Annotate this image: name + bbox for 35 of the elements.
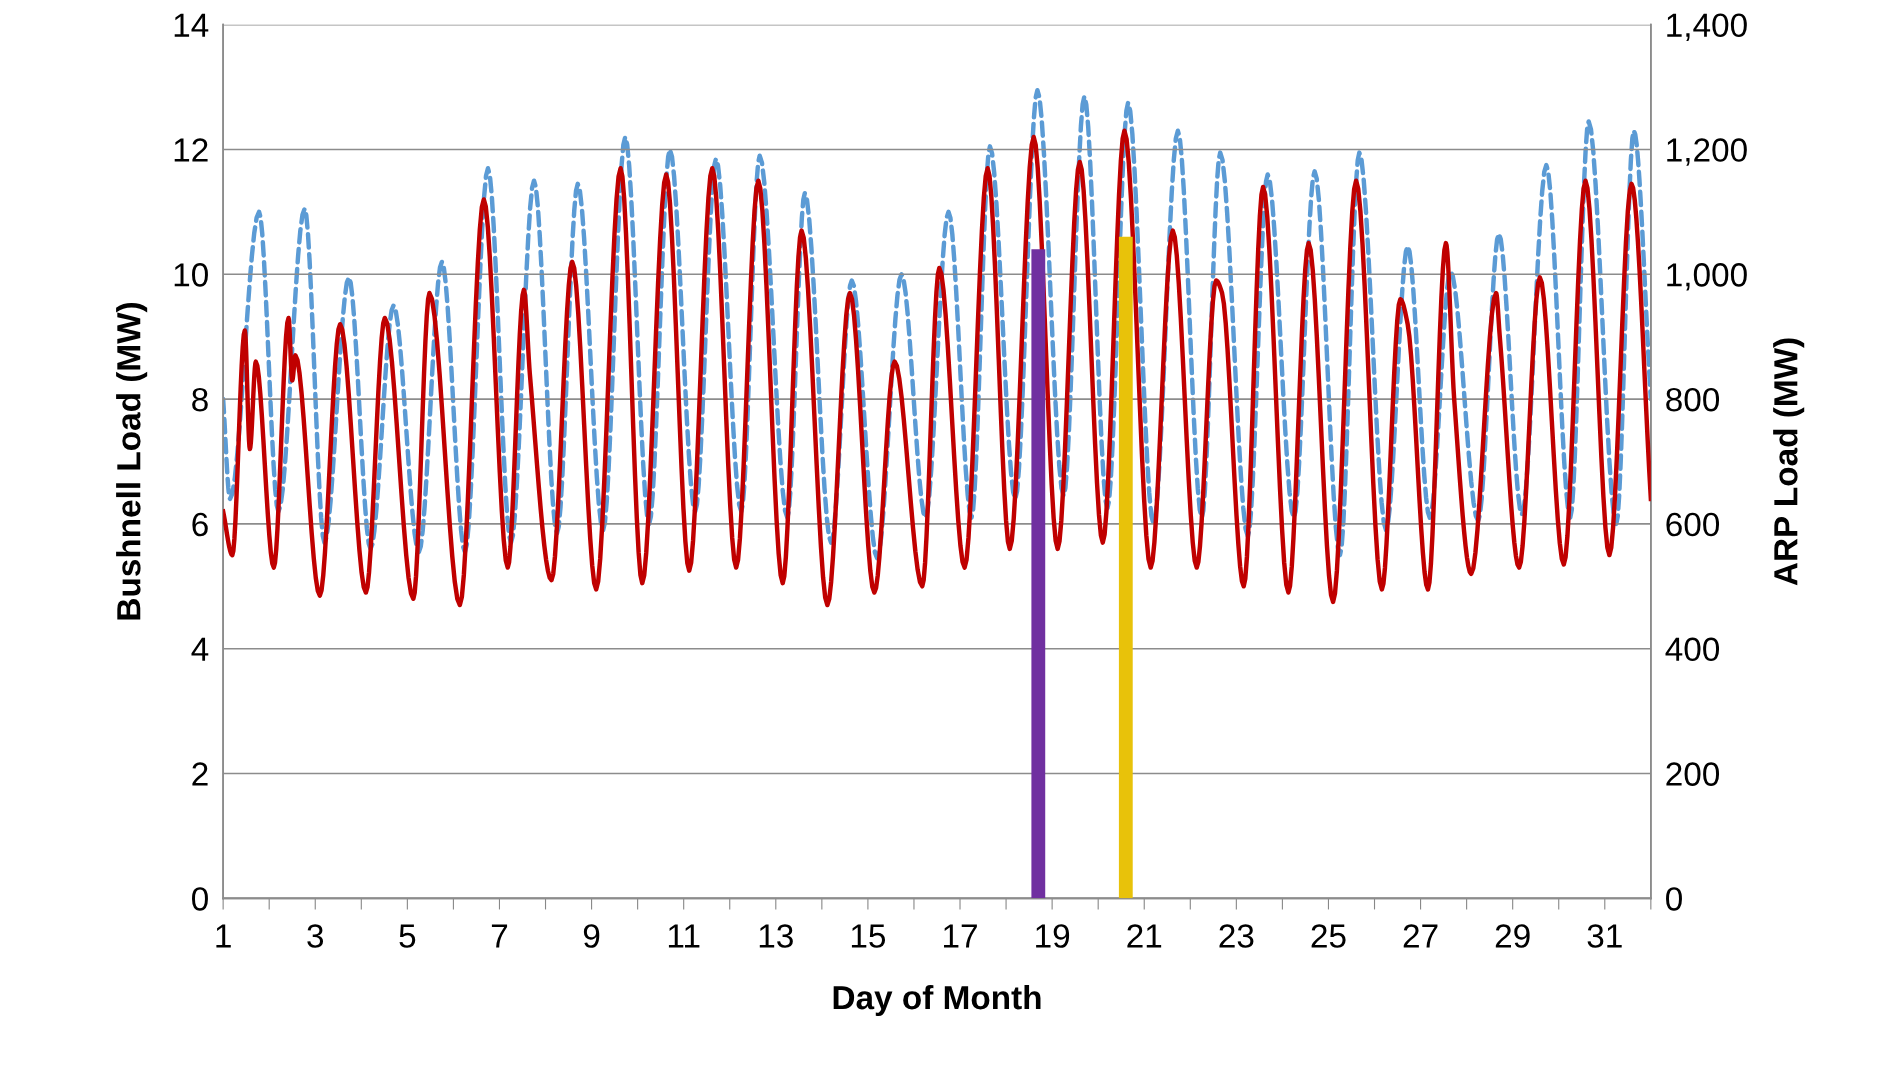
- x-tick-label: 5: [399, 924, 416, 948]
- y2-tick-label: 200: [1666, 762, 1720, 786]
- y-tick-label: 4: [191, 637, 209, 661]
- y-tick-label: 0: [192, 887, 208, 911]
- x-tick-label: 17: [944, 924, 977, 948]
- x-tick-label: 31: [1587, 924, 1622, 948]
- y-axis-title: Bushnell Load (MW): [116, 302, 148, 620]
- y2-tick-label: 1,200: [1667, 138, 1747, 166]
- y-tick-label: 14: [174, 13, 209, 37]
- y-tick-label: 6: [192, 512, 208, 537]
- x-tick-label: 21: [1127, 924, 1162, 948]
- y2-tick-label: 400: [1665, 637, 1720, 662]
- x-tick-label: 23: [1219, 924, 1254, 948]
- y2-tick-label: 1,000: [1667, 263, 1747, 291]
- y-tick-label: 2: [192, 762, 208, 786]
- y2-tick-label: 1,400: [1667, 13, 1747, 41]
- x-tick-label: 11: [668, 924, 700, 948]
- x-axis-title: Day of Month: [833, 984, 1041, 1017]
- x-tick-label: 7: [491, 924, 508, 948]
- x-tick-label: 19: [1036, 924, 1070, 948]
- x-tick-label: 25: [1311, 924, 1346, 948]
- x-tick-label: 3: [307, 924, 324, 948]
- x-tick-label: 29: [1495, 924, 1530, 948]
- y2-tick-label: 600: [1666, 512, 1720, 537]
- x-tick-label: 15: [851, 924, 886, 948]
- x-tick-label: 27: [1403, 924, 1438, 948]
- y-tick-label: 8: [192, 387, 208, 412]
- x-tick-label: 9: [583, 924, 600, 948]
- y2-tick-label: 0: [1666, 887, 1682, 911]
- x-tick-label: 13: [759, 924, 793, 948]
- y2-tick-label: 800: [1666, 387, 1720, 412]
- x-tick-label: 1: [216, 924, 231, 948]
- y-tick-label: 12: [174, 138, 208, 162]
- y-tick-label: 10: [174, 263, 208, 287]
- y2-axis-title: ARP Load (MW): [1773, 338, 1805, 586]
